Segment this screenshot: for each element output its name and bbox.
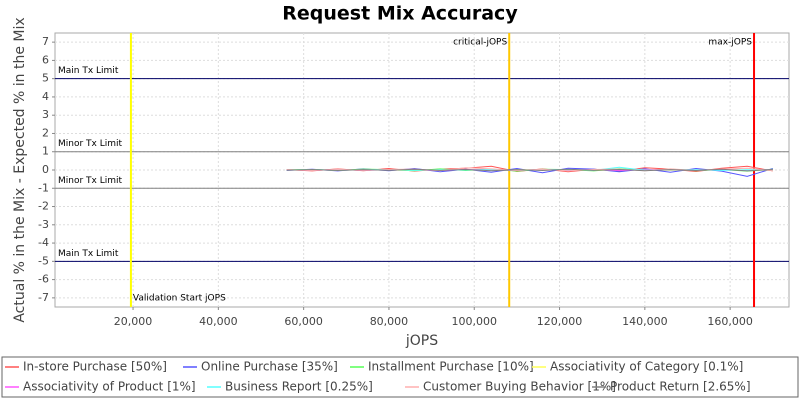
y-tick-label: 3 [42, 108, 49, 121]
y-tick-label: -4 [38, 236, 49, 249]
x-tick-label: 120,000 [537, 315, 583, 328]
x-tick-label: 40,000 [199, 315, 238, 328]
legend-label: Product Return [2.65%] [610, 380, 751, 394]
x-tick-label: 20,000 [114, 315, 153, 328]
y-tick-label: -5 [38, 254, 49, 267]
legend-label: Customer Buying Behavior [1%] [423, 380, 616, 394]
legend-label: Associativity of Product [1%] [23, 380, 196, 394]
y-tick-label: 7 [42, 35, 49, 48]
y-tick-label: 0 [42, 163, 49, 176]
marker-label: max-jOPS [708, 38, 752, 48]
limit-label: Main Tx Limit [58, 66, 119, 76]
y-tick-label: -3 [38, 218, 49, 231]
series-line [286, 168, 773, 172]
y-tick-label: -2 [38, 200, 49, 213]
y-tick-label: -1 [38, 181, 49, 194]
x-tick-label: 160,000 [707, 315, 753, 328]
y-axis-label: Actual % in the Mix - Expected % in the … [12, 17, 28, 322]
legend-label: In-store Purchase [50%] [23, 360, 167, 374]
limit-label: Minor Tx Limit [58, 139, 123, 149]
y-tick-label: 5 [42, 72, 49, 85]
x-tick-label: 80,000 [370, 315, 409, 328]
x-tick-label: 60,000 [284, 315, 323, 328]
marker-label: critical-jOPS [453, 38, 507, 48]
limit-label: Main Tx Limit [58, 249, 119, 259]
limit-label: Minor Tx Limit [58, 176, 123, 186]
y-tick-label: -7 [38, 291, 49, 304]
chart-title: Request Mix Accuracy [282, 3, 518, 25]
x-tick-label: 140,000 [622, 315, 668, 328]
y-tick-label: 2 [42, 126, 49, 139]
x-axis-label: jOPS [405, 333, 438, 349]
y-tick-label: 1 [42, 145, 49, 158]
legend-label: Associativity of Category [0.1%] [550, 360, 743, 374]
legend-label: Business Report [0.25%] [225, 380, 373, 394]
y-tick-label: -6 [38, 273, 49, 286]
legend-label: Online Purchase [35%] [201, 360, 338, 374]
y-tick-label: 6 [42, 53, 49, 66]
y-tick-label: 4 [42, 90, 49, 103]
x-tick-label: 100,000 [451, 315, 497, 328]
legend [1, 356, 799, 398]
marker-label: Validation Start jOPS [133, 294, 226, 304]
legend-label: Installment Purchase [10%] [368, 360, 534, 374]
